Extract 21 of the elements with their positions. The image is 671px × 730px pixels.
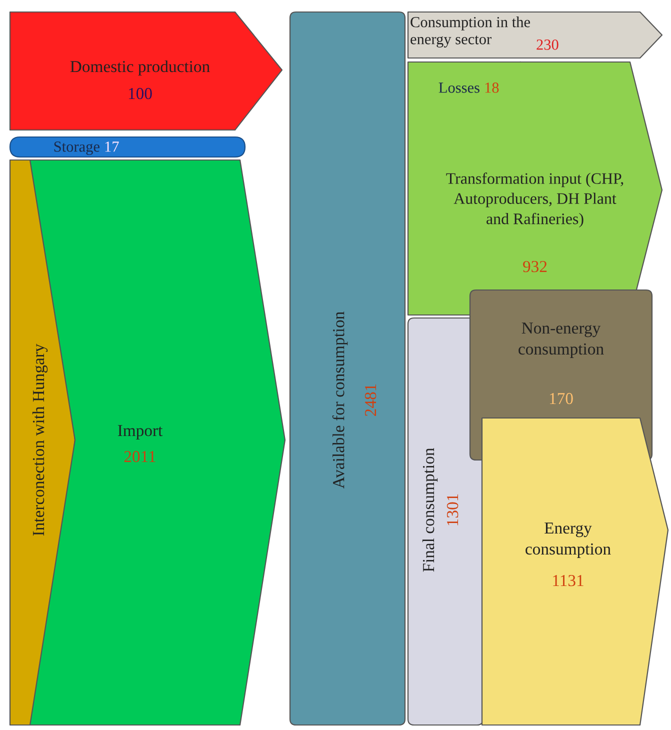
category-label: Consumption in the energy sector: [410, 16, 530, 48]
category-label: Energy consumption: [526, 522, 611, 558]
data-label: 170: [550, 392, 573, 404]
data-label: 1131: [553, 574, 584, 586]
data-label: 1301: [446, 494, 458, 526]
category-label: Transformation input (CHP, Autoproducers, DH Plant and Rafineries): [446, 172, 624, 228]
category-label: Import: [118, 425, 163, 440]
category-label: Available for consumption: [332, 312, 348, 489]
category-label: Domestic production: [70, 60, 210, 76]
category-label: Final consumption: [422, 448, 438, 572]
category-label: Storage: [54, 142, 100, 155]
category-label: Interconection with Hungary: [32, 344, 48, 536]
category-label: Losses: [438, 82, 480, 93]
data-label: 230: [536, 40, 558, 50]
data-label: 932: [523, 260, 547, 272]
data-label: 100: [128, 88, 152, 100]
data-label: 2011: [124, 450, 156, 462]
category-label: Non-energy consumption: [518, 322, 604, 358]
data-label: 2481: [364, 384, 376, 416]
data-label: 18: [485, 82, 499, 93]
data-label: 17: [105, 142, 119, 152]
